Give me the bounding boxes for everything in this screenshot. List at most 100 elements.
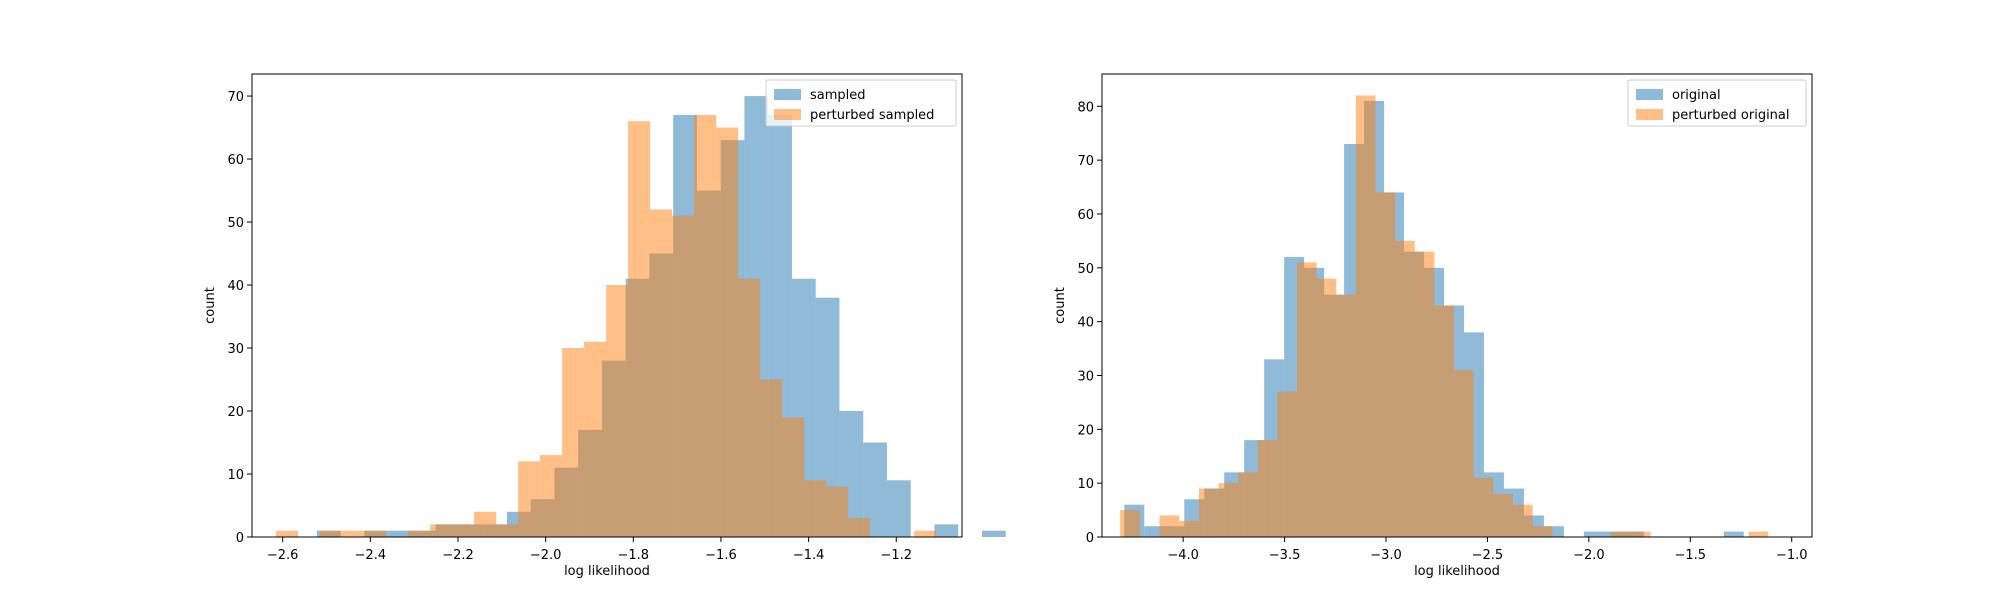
y-tick-label: 20 [227,405,244,420]
histogram-bar [1532,526,1553,537]
chart-sampled: −2.6 −2.4 −2.2 −2.0 −1.8 −1.6 −1.4 −1.2 0 10 20 30… [203,73,1006,579]
chart-original-x-ticks: −4.0 −3.5 −3.0 −2.5 −2.0 −1.5 −1.0 [1167,537,1808,563]
y-tick-label: 0 [236,531,244,546]
histogram-bar [1336,294,1356,537]
y-tick-label: 10 [1077,477,1094,492]
histogram-bar [1355,95,1376,537]
histogram-bar [1316,278,1337,537]
histogram-bar [1277,391,1297,537]
x-tick-label: −1.2 [880,548,912,563]
histogram-bar [628,121,651,538]
histogram-bar [1512,504,1533,537]
histogram-bar [1238,472,1258,537]
chart-sampled-axes-frame [251,73,963,538]
histogram-bar [1179,520,1199,537]
histogram-bar [452,524,475,537]
histogram-bar [1120,510,1140,537]
chart-original-legend: original perturbed original [1627,79,1807,127]
histogram-bar [650,209,673,537]
histogram-bar [1748,531,1769,537]
y-tick-label: 0 [1086,531,1094,546]
histogram-bar [540,455,563,537]
histogram-bar [364,530,387,537]
y-tick-label: 60 [1077,208,1094,223]
histogram-bar [694,114,717,537]
chart-sampled-legend: sampled perturbed sampled [765,79,957,127]
x-tick-label: −2.2 [442,548,474,563]
histogram-bar [782,417,805,537]
y-tick-label: 10 [227,468,244,483]
histogram-bar [672,215,695,538]
chart-sampled-y-axis-label: count [203,287,218,324]
legend-box [1627,79,1807,127]
histogram-bar [760,379,783,537]
legend-label-perturbed-original: perturbed original [1672,108,1790,123]
chart-original-axes-frame [1101,73,1813,538]
legend-box [765,79,957,127]
chart-sampled-bars [276,96,1006,538]
histogram-bar [815,297,840,537]
x-tick-label: −1.6 [705,548,737,563]
histogram-bar [562,348,585,537]
histogram-bar [1144,526,1165,537]
y-tick-label: 70 [227,90,244,105]
histogram-bar [1583,531,1604,537]
histogram-bar [1375,192,1396,537]
histogram-bar [886,480,911,537]
histogram-bar [1296,262,1317,537]
chart-original-x-axis-label: log likelihood [1414,564,1500,579]
legend-swatch-perturbed-original [1636,109,1663,120]
histogram-bar [1611,531,1631,537]
y-tick-label: 30 [1077,369,1094,384]
y-tick-label: 20 [1077,423,1094,438]
histogram-bar [716,127,739,537]
histogram-bar [934,524,959,537]
histogram-bar [1630,531,1651,537]
x-tick-label: −3.0 [1370,548,1402,563]
histogram-bar [914,530,937,537]
histogram-bar [804,480,827,537]
x-tick-label: −1.5 [1674,548,1706,563]
x-tick-label: −2.4 [355,548,387,563]
histogram-bar [1395,240,1415,537]
histogram-bar [1473,477,1494,537]
y-tick-label: 40 [227,279,244,294]
histogram-bar [518,461,541,537]
histogram-bar [276,530,299,537]
y-tick-label: 40 [1077,316,1094,331]
histogram-bar [1543,526,1564,537]
y-tick-label: 30 [227,342,244,357]
legend-label-sampled: sampled [810,88,866,103]
histogram-bar [606,285,629,537]
histogram-bar [1218,483,1239,537]
chart-original-bars [1120,95,1769,538]
legend-swatch-perturbed-sampled [774,109,801,120]
histogram-bar [1454,370,1474,537]
histogram-bar [584,341,607,537]
histogram-bar [738,278,761,537]
y-tick-label: 50 [227,216,244,231]
x-tick-label: −3.5 [1269,548,1301,563]
y-tick-label: 80 [1077,100,1094,115]
histogram-bar [1493,493,1513,537]
histogram-bar [496,524,519,537]
chart-original-y-ticks: 0 10 20 30 40 50 60 70 80 [1077,100,1102,546]
chart-sampled-y-ticks: 0 10 20 30 40 50 60 70 [227,90,252,546]
histogram-bar [848,518,871,537]
histogram-bar [1159,515,1180,537]
x-tick-label: −2.0 [1573,548,1605,563]
x-tick-label: −1.8 [618,548,650,563]
chart-original: −4.0 −3.5 −3.0 −2.5 −2.0 −1.5 −1.0 0 10 20 30 40 50… [1053,73,1813,579]
histogram-bar [430,524,453,537]
histogram-bar [388,530,412,537]
histogram-bar [1198,488,1219,537]
chart-original-y-axis-label: count [1053,287,1068,324]
y-tick-label: 50 [1077,262,1094,277]
histogram-bar [1414,251,1435,537]
legend-swatch-sampled [774,89,801,100]
x-tick-label: −2.6 [267,548,299,563]
histogram-bar [826,486,849,537]
histogram-bar [342,530,365,537]
chart-sampled-x-ticks: −2.6 −2.4 −2.2 −2.0 −1.8 −1.6 −1.4 −1.2 [267,537,912,563]
